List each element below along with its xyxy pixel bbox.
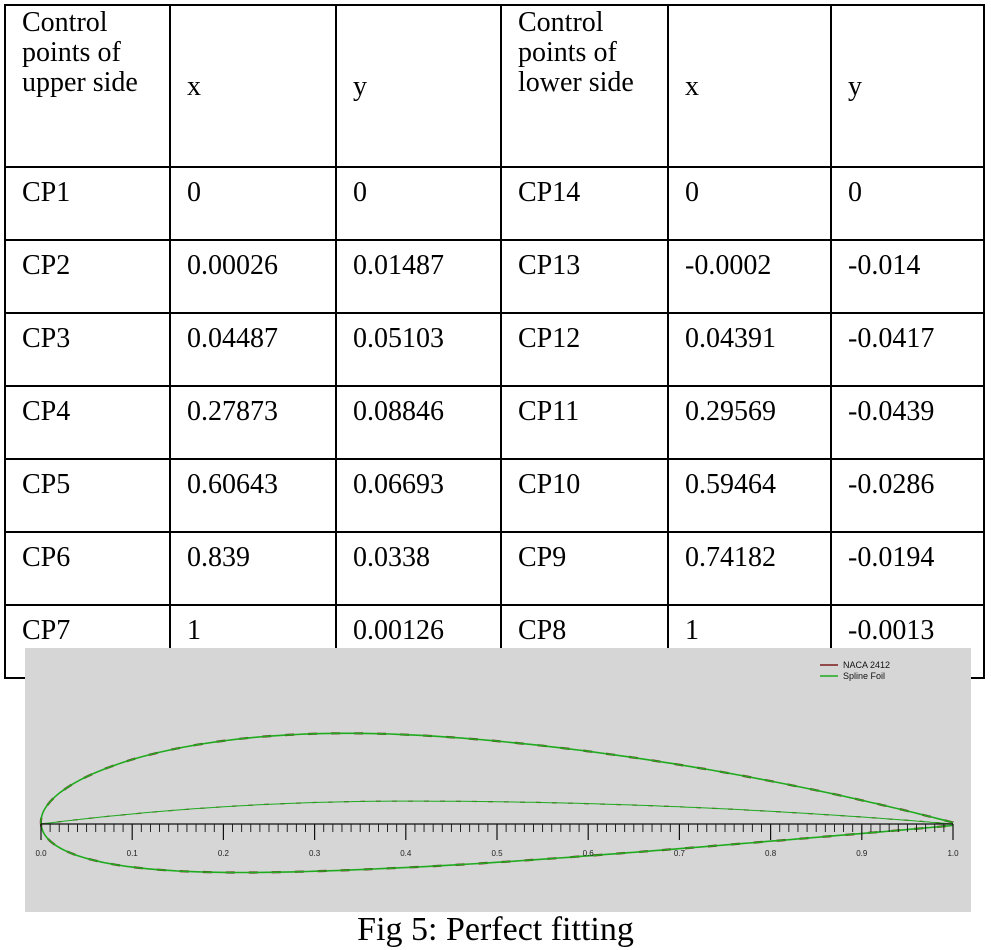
- upper-cp-name: CP3: [4, 312, 171, 387]
- lower-cp-y: -0.0417: [830, 312, 985, 387]
- lower-cp-name: CP11: [500, 385, 669, 460]
- lower-cp-name: CP12: [500, 312, 669, 387]
- table-row: CP5 0.60643 0.06693 CP10 0.59464 -0.0286: [4, 458, 985, 533]
- header-upper-x: x: [169, 4, 337, 168]
- table-row: CP2 0.00026 0.01487 CP13 -0.0002 -0.014: [4, 239, 985, 314]
- x-tick-label: 0.2: [218, 849, 230, 858]
- upper-cp-name: CP6: [4, 531, 171, 606]
- upper-cp-y: 0.08846: [335, 385, 502, 460]
- airfoil-plot: 0.0 0.1 0.2 0.3 0.4 0.5 0.6 0.7 0.8 0.9 1.0 NACA 24…: [35, 660, 959, 874]
- x-tick-label: 0.8: [765, 849, 777, 858]
- header-lower-y: y: [830, 4, 985, 168]
- upper-cp-name: CP5: [4, 458, 171, 533]
- upper-cp-y: 0.05103: [335, 312, 502, 387]
- lower-cp-x: 0.04391: [667, 312, 832, 387]
- lower-cp-x: 0: [667, 166, 832, 241]
- legend-label: NACA 2412: [843, 660, 890, 670]
- lower-cp-name: CP14: [500, 166, 669, 241]
- x-tick-label: 0.5: [491, 849, 503, 858]
- upper-cp-y: 0.06693: [335, 458, 502, 533]
- upper-cp-name: CP4: [4, 385, 171, 460]
- upper-cp-y: 0.01487: [335, 239, 502, 314]
- table-row: CP1 0 0 CP14 0 0: [4, 166, 985, 241]
- airfoil-figure: 0.0 0.1 0.2 0.3 0.4 0.5 0.6 0.7 0.8 0.9 1.0 NACA 24…: [25, 648, 971, 912]
- lower-cp-x: 0.29569: [667, 385, 832, 460]
- lower-cp-name: CP13: [500, 239, 669, 314]
- table-row: CP4 0.27873 0.08846 CP11 0.29569 -0.0439: [4, 385, 985, 460]
- lower-cp-x: -0.0002: [667, 239, 832, 314]
- table-header-row: Control points of upper side x y Control…: [4, 4, 985, 168]
- upper-cp-name: CP2: [4, 239, 171, 314]
- upper-cp-x: 0.839: [169, 531, 337, 606]
- lower-cp-y: -0.0194: [830, 531, 985, 606]
- x-tick-label: 0.0: [35, 849, 47, 858]
- lower-cp-name: CP10: [500, 458, 669, 533]
- x-tick-label: 0.9: [856, 849, 868, 858]
- upper-cp-x: 0.60643: [169, 458, 337, 533]
- lower-cp-y: -0.0439: [830, 385, 985, 460]
- x-tick-label: 1.0: [947, 849, 959, 858]
- x-tick-label: 0.7: [674, 849, 686, 858]
- lower-cp-x: 0.74182: [667, 531, 832, 606]
- naca-2412-camber-line: [41, 800, 953, 825]
- upper-cp-y: 0.0338: [335, 531, 502, 606]
- table-row: CP6 0.839 0.0338 CP9 0.74182 -0.0194: [4, 531, 985, 606]
- lower-cp-y: 0: [830, 166, 985, 241]
- upper-cp-name: CP1: [4, 166, 171, 241]
- legend-label: Spline Foil: [843, 671, 885, 681]
- spline-foil-camber-line: [41, 800, 953, 825]
- lower-cp-y: -0.014: [830, 239, 985, 314]
- table-row: CP3 0.04487 0.05103 CP12 0.04391 -0.0417: [4, 312, 985, 387]
- x-tick-label: 0.3: [309, 849, 321, 858]
- upper-cp-x: 0.04487: [169, 312, 337, 387]
- header-upper-control-points: Control points of upper side: [4, 4, 171, 168]
- header-lower-control-points: Control points of lower side: [500, 4, 669, 168]
- upper-cp-x: 0.27873: [169, 385, 337, 460]
- header-upper-y: y: [335, 4, 502, 168]
- lower-cp-name: CP9: [500, 531, 669, 606]
- x-tick-label: 0.6: [583, 849, 595, 858]
- upper-cp-y: 0: [335, 166, 502, 241]
- upper-cp-x: 0.00026: [169, 239, 337, 314]
- lower-cp-y: -0.0286: [830, 458, 985, 533]
- header-lower-x: x: [667, 4, 832, 168]
- control-points-table: Control points of upper side x y Control…: [4, 4, 985, 679]
- lower-cp-x: 0.59464: [667, 458, 832, 533]
- x-tick-label: 0.4: [400, 849, 412, 858]
- figure-caption: Fig 5: Perfect fitting: [357, 911, 634, 948]
- upper-cp-x: 0: [169, 166, 337, 241]
- x-tick-label: 0.1: [127, 849, 139, 858]
